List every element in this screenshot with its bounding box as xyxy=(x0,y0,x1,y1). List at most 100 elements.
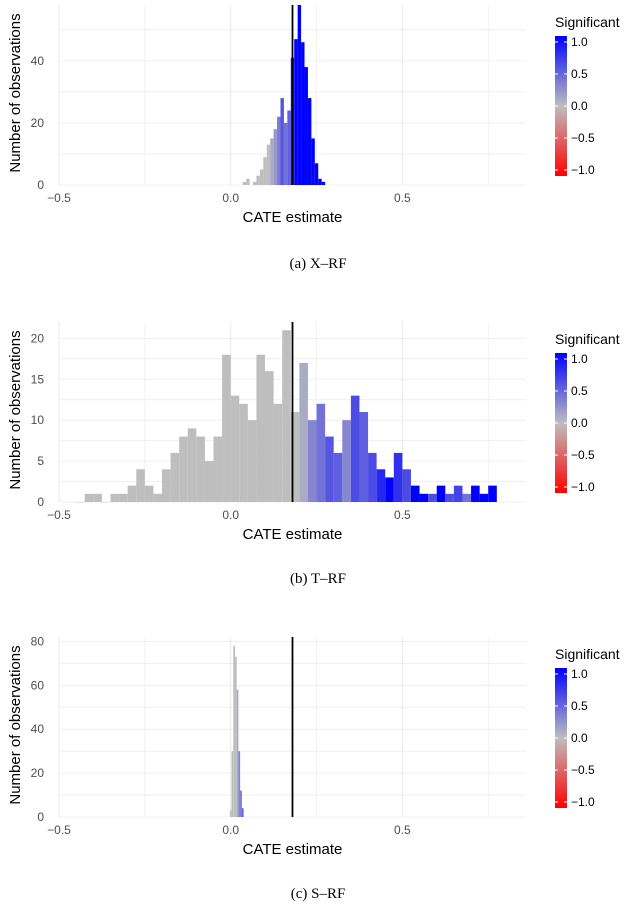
x-tick-label: −0.5 xyxy=(47,191,71,205)
legend-label: 0.0 xyxy=(571,99,588,113)
histogram-bar xyxy=(273,129,278,185)
histogram-bar xyxy=(230,395,240,502)
histogram-bar xyxy=(385,477,394,502)
x-tick-label: 0.5 xyxy=(394,191,411,205)
histogram-bar xyxy=(297,5,302,185)
histogram-bar xyxy=(488,485,497,502)
histogram-bar xyxy=(342,420,351,502)
x-tick-label: 0.5 xyxy=(394,823,411,837)
histogram-bar xyxy=(196,436,205,502)
histogram-bar xyxy=(321,181,326,185)
histogram-bar xyxy=(231,751,234,817)
legend-colorbar xyxy=(555,668,567,808)
histogram-bar xyxy=(270,138,274,185)
histogram-bar xyxy=(436,485,446,502)
histogram-bar xyxy=(119,493,128,502)
histogram-bar xyxy=(453,485,463,502)
histogram-bar xyxy=(238,751,241,817)
histogram-bar xyxy=(127,485,137,502)
histogram-bar xyxy=(471,485,480,502)
legend-label: 0.0 xyxy=(571,731,588,745)
legend-colorbar xyxy=(555,353,567,493)
panel-caption: (c) S–RF xyxy=(291,886,346,902)
histogram-bar xyxy=(93,493,102,502)
histogram-bar xyxy=(144,485,154,502)
legend-label: 0.0 xyxy=(571,416,588,430)
panel-caption: (b) T–RF xyxy=(290,571,346,587)
histogram-bar xyxy=(110,493,120,502)
legend-label: 1.0 xyxy=(571,35,588,49)
histogram-bar xyxy=(301,42,305,185)
histogram-bar xyxy=(325,436,334,502)
legend-label: −0.5 xyxy=(571,448,595,462)
histogram-bar xyxy=(428,493,437,502)
histogram-bar xyxy=(240,790,242,817)
histogram-bar xyxy=(318,178,322,185)
y-tick-label: 0 xyxy=(37,178,44,192)
legend-label: −0.5 xyxy=(571,763,595,777)
histogram-bar xyxy=(246,178,250,185)
legend-label: 1.0 xyxy=(571,352,588,366)
histogram-bar xyxy=(222,354,231,502)
histogram-bar xyxy=(283,122,288,185)
panel-1: 0 20 40 −0.5 0.0 0.5 CATE estimate Number of ob… xyxy=(7,5,620,272)
y-tick-label: 15 xyxy=(31,372,45,386)
histogram-bar xyxy=(259,169,264,185)
histogram-bar xyxy=(350,395,360,502)
histogram-bar xyxy=(445,493,454,502)
histogram-bar xyxy=(419,493,429,502)
y-axis-title: Number of observations xyxy=(7,13,24,172)
histogram-bar xyxy=(359,412,369,502)
histogram-bar xyxy=(239,403,248,502)
histogram-bar xyxy=(311,138,315,185)
legend-label: 0.5 xyxy=(571,699,588,713)
histogram-bar xyxy=(307,420,317,502)
legend-label: −0.5 xyxy=(571,131,595,145)
histogram-bar xyxy=(256,175,260,185)
histogram-bar xyxy=(410,485,420,502)
histogram-bar xyxy=(187,428,197,502)
histogram-bar xyxy=(234,656,237,817)
histogram-bar xyxy=(213,436,223,502)
histogram-bar xyxy=(266,144,271,185)
histogram-bar xyxy=(316,403,326,502)
histogram-bar xyxy=(136,469,145,502)
y-tick-label: 0 xyxy=(37,810,44,824)
legend-label: 1.0 xyxy=(571,667,588,681)
x-tick-label: 0.0 xyxy=(222,191,239,205)
histogram-bar xyxy=(229,810,232,817)
bars xyxy=(242,5,326,186)
histogram-bar xyxy=(368,452,377,502)
y-tick-label: 0 xyxy=(37,495,44,509)
histogram-bar xyxy=(402,469,411,502)
y-axis-title: Number of observations xyxy=(7,645,24,804)
histogram-bar xyxy=(247,420,257,502)
y-tick-label: 40 xyxy=(31,722,45,736)
x-tick-label: −0.5 xyxy=(47,823,71,837)
histogram-bar xyxy=(84,493,94,502)
histogram-bar xyxy=(236,689,239,817)
legend-label: −1.0 xyxy=(571,795,595,809)
histogram-bar xyxy=(162,469,171,502)
legend: Significant 1.0 0.5 0.0 −0.5 −1.0 xyxy=(555,14,620,177)
histogram-bar xyxy=(287,110,291,185)
panel-3: 0 20 40 60 80 −0.5 0.0 0.5 CATE estimate Number o… xyxy=(7,634,620,902)
histogram-bar xyxy=(479,493,489,502)
histogram-bar xyxy=(265,371,274,502)
panel-caption: (a) X–RF xyxy=(289,256,346,272)
y-tick-label: 20 xyxy=(31,331,45,345)
histogram-bar xyxy=(299,362,308,502)
histogram-bar xyxy=(233,645,235,817)
legend-title: Significant xyxy=(555,646,620,662)
legend-title: Significant xyxy=(555,331,620,347)
histogram-bar xyxy=(273,403,283,502)
histogram-bar xyxy=(263,157,267,185)
panel-2: 0 5 10 15 20 −0.5 0.0 0.5 CATE estimate Number of… xyxy=(7,322,620,587)
legend: Significant 1.0 0.5 0.0 −0.5 −1.0 xyxy=(555,646,620,809)
histogram-bar xyxy=(282,330,291,502)
histogram-bar xyxy=(462,493,472,502)
histogram-bar xyxy=(307,98,312,185)
histogram-bar xyxy=(179,436,188,502)
histogram-bar xyxy=(170,452,180,502)
histogram-bar xyxy=(333,452,343,502)
